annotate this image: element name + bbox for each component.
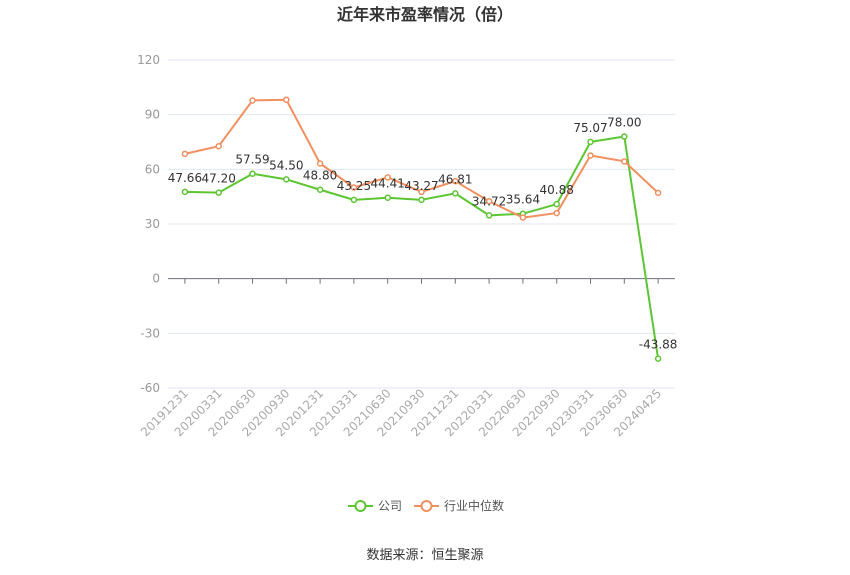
data-label: 43.27 <box>404 179 438 193</box>
axes: 1209060300-30-60201912312020033120200630… <box>137 53 675 439</box>
y-tick-label: 60 <box>145 162 160 176</box>
data-label: 78.00 <box>607 116 641 130</box>
data-label: 57.59 <box>235 153 269 167</box>
data-point <box>519 214 527 221</box>
data-point <box>654 189 662 197</box>
data-point <box>621 158 628 165</box>
y-tick-label: 0 <box>152 272 160 286</box>
data-point <box>181 150 189 158</box>
chart-title: 近年来市盈率情况（倍） <box>337 5 513 24</box>
data-point <box>587 138 594 146</box>
data-label: 75.07 <box>573 121 607 135</box>
y-tick-label: 90 <box>145 108 160 122</box>
data-point <box>384 194 391 201</box>
legend-label: 公司 <box>378 499 402 513</box>
y-tick-label: -30 <box>140 326 160 340</box>
data-point <box>316 160 324 167</box>
data-point <box>418 188 425 196</box>
data-label: -43.88 <box>639 338 678 352</box>
data-point <box>587 152 594 159</box>
data-label: 46.81 <box>438 172 472 186</box>
data-label: 47.20 <box>202 172 236 186</box>
data-label: 44.41 <box>371 177 405 191</box>
data-point <box>215 189 222 196</box>
data-label: 47.66 <box>168 171 202 185</box>
data-point <box>553 209 560 217</box>
data-point <box>418 196 425 204</box>
data-point <box>316 186 324 193</box>
data-label: 48.80 <box>303 169 337 183</box>
data-point <box>452 190 459 197</box>
data-point <box>350 196 358 204</box>
data-point <box>384 174 391 181</box>
data-point <box>283 96 290 103</box>
legend[interactable]: 公司 行业中位数 <box>348 498 504 513</box>
y-tick-label: -60 <box>140 381 160 395</box>
data-point <box>621 133 628 140</box>
data-label: 34.72 <box>472 194 506 208</box>
legend-item-0[interactable]: 公司 <box>348 499 402 513</box>
data-point <box>283 176 290 183</box>
y-tick-label: 30 <box>145 217 160 231</box>
data-point <box>654 355 662 362</box>
data-point <box>350 184 358 191</box>
grid <box>168 59 675 389</box>
data-label: 54.50 <box>269 158 303 172</box>
data-point <box>249 97 256 104</box>
data-label: 43.25 <box>337 179 371 193</box>
legend-marker <box>420 500 433 512</box>
data-label: 35.64 <box>506 193 540 207</box>
source-note: 数据来源：恒生聚源 <box>366 548 483 563</box>
data-point <box>249 170 256 177</box>
series-line-0 <box>184 135 660 359</box>
data-point <box>181 188 189 196</box>
series <box>181 96 662 362</box>
y-tick-label: 120 <box>137 53 160 67</box>
data-point <box>452 177 459 185</box>
data-point <box>485 212 493 219</box>
legend-label: 行业中位数 <box>444 498 504 513</box>
legend-marker <box>354 500 367 512</box>
data-label: 40.88 <box>540 183 574 197</box>
legend-item-1[interactable]: 行业中位数 <box>414 498 504 513</box>
data-point <box>485 197 493 205</box>
data-point <box>553 200 560 208</box>
data-point <box>215 142 222 150</box>
